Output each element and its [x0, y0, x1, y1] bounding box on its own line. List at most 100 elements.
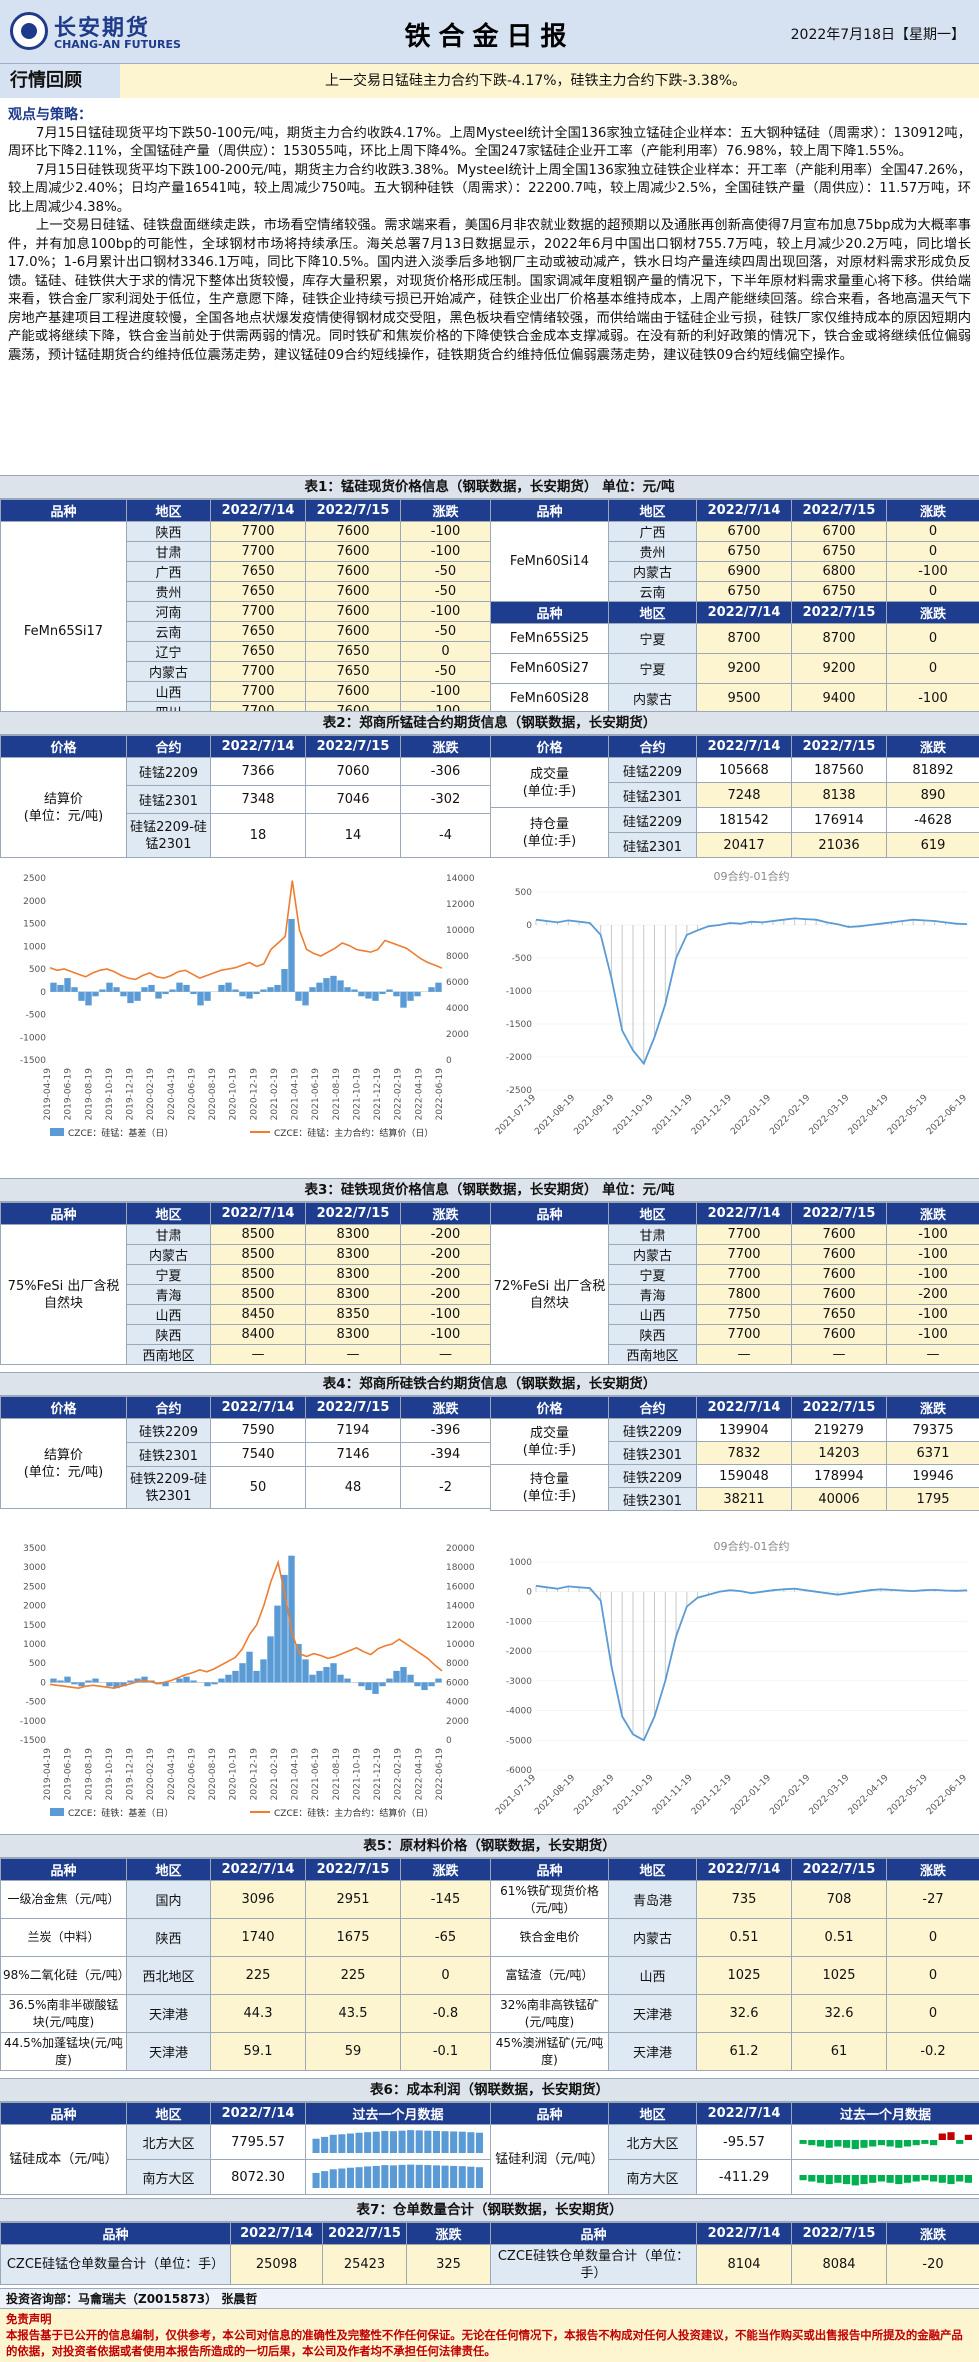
table-row: 61%铁矿现货价格（元/吨） 青岛港 735 708 -27 — [490, 1880, 979, 1919]
value-cell: 187560 — [791, 757, 887, 783]
value-cell: 6750 — [696, 581, 792, 602]
change-cell: 890 — [886, 782, 979, 808]
spark-bar — [389, 2165, 397, 2188]
basis-bar — [309, 1674, 316, 1683]
table1-left: 品种 地区 2022/7/14 2022/7/15 涨跌 FeMn65Si17 陕… — [0, 499, 491, 742]
x-tick-label: 2019-04-19 — [43, 1068, 53, 1121]
spark-bar — [346, 2167, 354, 2188]
x-tick-label: 2019-10-19 — [105, 1068, 115, 1121]
y-tick-right: 2000 — [446, 1030, 469, 1040]
table4-title: 表4：郑商所硅铁合约期货信息（钢联数据，长安期货） — [0, 1372, 979, 1396]
x-tick-label: 2021-08-19 — [332, 1068, 342, 1121]
x-tick-label: 2022-04-19 — [414, 1068, 424, 1121]
col-header: 2022/7/14 — [230, 2222, 323, 2245]
value-cell: 8450 — [210, 1304, 306, 1325]
basis-bar — [218, 1678, 225, 1683]
change-cell: 0 — [886, 521, 979, 542]
x-tick-label: 2022-06-19 — [925, 1773, 969, 1817]
table-row: 宁夏 8500 8300 -200 — [1, 1264, 491, 1285]
col-header: 品种 — [490, 499, 609, 522]
basis-bar — [169, 989, 176, 992]
change-cell: -200 — [400, 1244, 491, 1265]
value-cell: 40006 — [791, 1487, 887, 1511]
col-header: 地区 — [126, 499, 211, 522]
table-row: 72%FeSi 出厂含税自然块 甘肃 7700 7600 -100 — [490, 1224, 979, 1365]
table-header-row: 品种 地区 2022/7/14 2022/7/15 涨跌 — [490, 499, 979, 522]
change-cell: -50 — [400, 661, 491, 682]
spark-bar — [946, 2132, 955, 2140]
region-cell: 内蒙古 — [608, 683, 697, 714]
value-cell: 7248 — [696, 782, 792, 808]
value-cell: 9500 — [696, 683, 792, 714]
change-cell: -200 — [886, 1284, 979, 1305]
region-cell: 北方大区 — [608, 2124, 697, 2160]
open-interest-label: 持仓量 (单位:手) — [490, 1464, 609, 1511]
settle-unit: (单位：元/吨) — [23, 1464, 104, 1480]
value-cell: 7650 — [305, 641, 401, 662]
region-cell: 贵州 — [608, 541, 697, 562]
material-cell: 98%二氧化硅（元/吨） — [0, 1956, 127, 1995]
col-header: 涨跌 — [886, 601, 979, 624]
table-row: 硅铁2209-硅铁2301 50 48 -2 — [1, 1466, 491, 1509]
y-tick-left: 2500 — [23, 1582, 46, 1592]
region-cell: 西北地区 — [126, 1956, 211, 1995]
basis-bar — [78, 991, 85, 1001]
settle-unit: (单位：元/吨) — [23, 808, 104, 824]
spark-bar — [816, 2140, 824, 2147]
table-row: 西南地区 — — — — [1, 1344, 491, 1365]
spark-bar — [946, 2175, 955, 2185]
value-cell: 61.2 — [696, 2032, 792, 2071]
value-cell: 225 — [305, 1956, 401, 1995]
basis-bar — [120, 991, 127, 997]
x-tick-label: 2021-12-19 — [373, 1068, 383, 1121]
region-cell: 山西 — [126, 1304, 211, 1325]
y-tick: 0 — [526, 1588, 532, 1598]
region-cell: 青海 — [608, 1284, 697, 1305]
x-tick-label: 2022-05-19 — [886, 1093, 930, 1137]
value-cell: 7700 — [696, 1244, 792, 1265]
y-tick-left: 2500 — [23, 874, 46, 884]
x-tick-label: 2021-12-19 — [373, 1748, 383, 1801]
change-cell: 1795 — [886, 1487, 979, 1511]
x-tick-label: 2022-04-19 — [847, 1093, 891, 1137]
value-cell: 735 — [696, 1880, 792, 1919]
material-cell: 铁合金电价 — [490, 1918, 609, 1957]
spark-bar — [868, 2175, 876, 2183]
x-tick-label: 2021-10-19 — [352, 1068, 362, 1121]
x-tick-label: 2022-04-19 — [847, 1773, 891, 1817]
y-tick-left: -1500 — [20, 1056, 46, 1066]
spark-bar — [450, 2131, 458, 2153]
value-cell: 7795.57 — [210, 2124, 306, 2160]
basis-bar — [78, 1682, 85, 1687]
change-cell: 0 — [886, 1994, 979, 2033]
value-cell: -95.57 — [696, 2124, 792, 2160]
disclaimer: 免责声明 本报告基于已公开的信息编制，仅供参考，本公司对信息的准确性及完整性不作… — [0, 2308, 979, 2362]
basis-bar — [127, 991, 134, 1004]
spark-bar — [842, 2175, 850, 2185]
x-tick-label: 2022-06-19 — [435, 1068, 445, 1121]
value-cell: 0.51 — [791, 1918, 887, 1957]
spark-bar — [877, 2175, 885, 2182]
col-header: 品种 — [490, 2222, 697, 2245]
basis-bar — [141, 987, 148, 992]
basis-bar — [365, 991, 372, 999]
x-tick-label: 2019-12-19 — [126, 1748, 136, 1801]
region-cell: 天津港 — [126, 1994, 211, 2033]
basis-bar — [267, 987, 274, 992]
table-row: 44.5%加蓬锰块(元/吨度) 天津港 59.1 59 -0.1 — [0, 2032, 491, 2071]
value-cell: 7700 — [696, 1224, 792, 1245]
value-cell: 14 — [305, 813, 401, 858]
basis-bar — [414, 1682, 421, 1687]
value-cell: 181542 — [696, 807, 792, 833]
value-cell: 7750 — [696, 1304, 792, 1325]
col-header: 价格 — [0, 735, 127, 758]
change-cell: 0 — [400, 1956, 491, 1995]
y-tick-left: 2000 — [23, 897, 46, 907]
basis-bar — [225, 1674, 232, 1683]
spark-bar — [825, 2140, 833, 2148]
sparkbar-svg — [799, 2132, 972, 2150]
x-tick-label: 2021-11-19 — [651, 1773, 695, 1817]
region-cell: 甘肃 — [608, 1224, 697, 1245]
value-cell: 7600 — [791, 1224, 887, 1245]
y-tick-left: 0 — [40, 988, 46, 998]
